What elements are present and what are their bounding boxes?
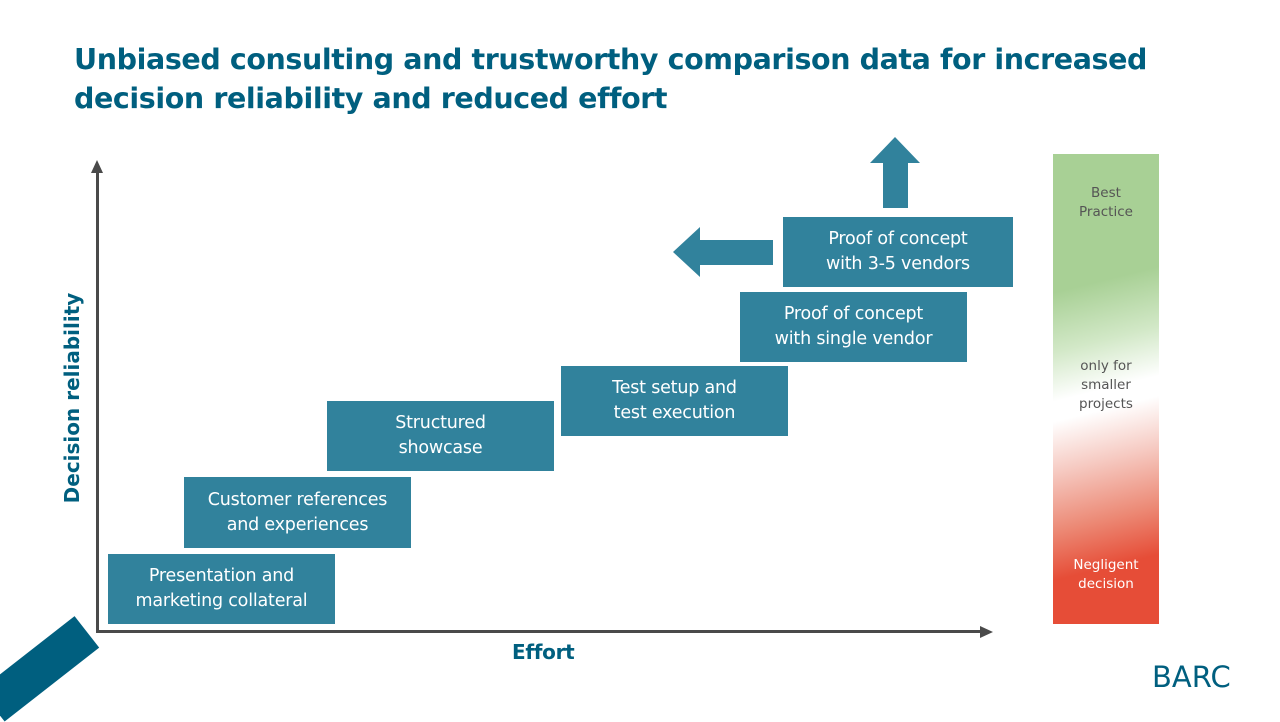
step-presentation: Presentation and marketing collateral [108,554,335,624]
step-structured-showcase: Structured showcase [327,401,554,471]
slide-title: Unbiased consulting and trustworthy comp… [74,43,1148,115]
barc-logo: BARC [1152,660,1231,694]
step-poc-single-vendor: Proof of concept with single vendor [740,292,967,362]
arrow-left-head [673,227,700,277]
scale-label-smaller-projects: only for smaller projects [1079,358,1133,412]
step-test-setup: Test setup and test execution [561,366,788,436]
arrow-left-shaft [700,240,773,265]
x-axis-line [96,630,982,633]
arrow-up-shaft [883,162,908,208]
x-axis-label: Effort [512,640,575,664]
x-axis-arrowhead-icon [980,625,993,638]
scale-label-best-practice: Best Practice [1079,185,1133,220]
corner-decoration [0,616,100,722]
step-poc-multi-vendor: Proof of concept with 3-5 vendors [783,217,1013,287]
y-axis-label: Decision reliability [60,292,84,504]
y-axis-line [96,172,99,633]
reliability-scale-bar: Best Practice only for smaller projects … [1053,154,1159,624]
arrow-up-head [870,137,920,163]
scale-label-negligent: Negligent decision [1073,557,1139,592]
y-axis-arrowhead-icon [91,160,103,173]
step-customer-references: Customer references and experiences [184,477,411,548]
